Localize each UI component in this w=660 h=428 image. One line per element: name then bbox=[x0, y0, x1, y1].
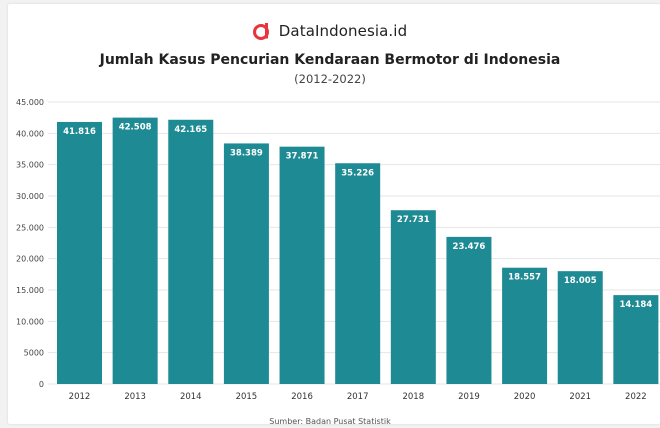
bar-value-label: 18.557 bbox=[508, 273, 541, 283]
bar bbox=[223, 143, 269, 384]
y-tick-label: 0 bbox=[39, 380, 44, 389]
y-tick-label: 45.000 bbox=[16, 98, 44, 107]
brand-name: DataIndonesia.id bbox=[278, 22, 408, 40]
bar-value-label: 41.816 bbox=[63, 127, 96, 137]
chart-subtitle: (2012-2022) bbox=[294, 72, 366, 86]
x-tick-label: 2022 bbox=[625, 392, 647, 402]
bar bbox=[557, 271, 603, 384]
y-tick-label: 40.000 bbox=[16, 129, 44, 138]
y-tick-label: 20.000 bbox=[16, 255, 44, 264]
bar-value-label: 42.165 bbox=[174, 125, 207, 135]
bar bbox=[613, 295, 659, 384]
y-tick-label: 5000 bbox=[24, 349, 44, 358]
bar bbox=[502, 267, 548, 384]
bar-value-label: 42.508 bbox=[119, 123, 152, 133]
bar-value-label: 27.731 bbox=[397, 215, 430, 225]
bar-value-label: 35.226 bbox=[341, 168, 374, 178]
y-tick-label: 35.000 bbox=[16, 161, 44, 170]
y-tick-label: 25.000 bbox=[16, 223, 44, 232]
bar bbox=[335, 163, 381, 384]
bar bbox=[57, 121, 102, 384]
dataindonesia-logo-icon bbox=[252, 22, 271, 40]
y-tick-label: 10.000 bbox=[16, 317, 44, 326]
y-tick-label: 30.000 bbox=[16, 192, 44, 201]
x-tick-label: 2019 bbox=[458, 392, 480, 402]
x-tick-label: 2021 bbox=[569, 392, 591, 402]
bar-value-label: 38.389 bbox=[230, 148, 263, 158]
bar bbox=[168, 119, 214, 385]
bar-value-label: 18.005 bbox=[564, 276, 597, 286]
x-tick-label: 2013 bbox=[124, 392, 146, 402]
chart-title: Jumlah Kasus Pencurian Kendaraan Bermoto… bbox=[99, 52, 561, 68]
bar-value-label: 14.184 bbox=[619, 300, 652, 310]
bar bbox=[390, 210, 436, 384]
source-note: Sumber: Badan Pusat Statistik bbox=[269, 417, 391, 426]
x-tick-label: 2015 bbox=[236, 392, 258, 402]
x-tick-label: 2012 bbox=[69, 392, 91, 402]
bar bbox=[112, 117, 158, 385]
bar bbox=[279, 146, 325, 384]
x-tick-label: 2016 bbox=[291, 392, 313, 402]
x-tick-label: 2017 bbox=[347, 392, 369, 402]
x-tick-label: 2014 bbox=[180, 392, 202, 402]
x-tick-label: 2018 bbox=[402, 392, 424, 402]
bar-value-label: 23.476 bbox=[453, 242, 486, 252]
x-tick-label: 2020 bbox=[514, 392, 536, 402]
brand-header: DataIndonesia.id bbox=[0, 22, 660, 40]
bar-value-label: 37.871 bbox=[286, 152, 319, 162]
bar bbox=[446, 236, 492, 384]
y-tick-label: 15.000 bbox=[16, 286, 44, 295]
